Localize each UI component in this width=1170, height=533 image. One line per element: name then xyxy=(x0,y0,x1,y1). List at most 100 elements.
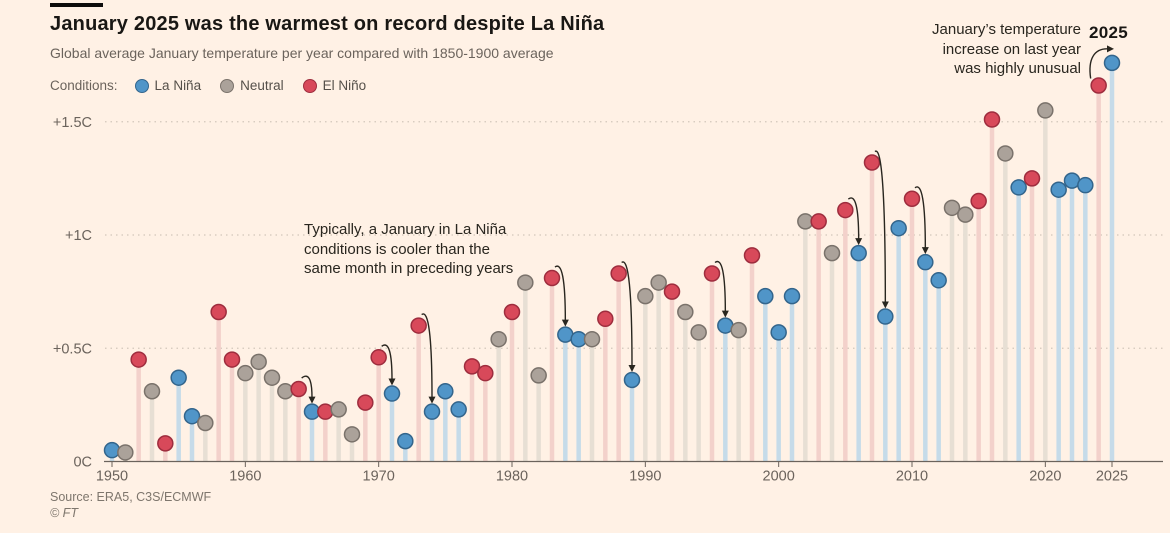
arrow-2010-2011 xyxy=(914,186,927,249)
chart-subtitle: Global average January temperature per y… xyxy=(50,45,554,61)
arrow-2005-2006 xyxy=(847,197,860,240)
annotation-line: conditions is cooler than the xyxy=(304,240,490,258)
dot-2004 xyxy=(823,244,841,262)
y-tick-label: +0.5C xyxy=(53,341,92,357)
dot-1999 xyxy=(757,287,774,305)
legend-item-el-nino: El Niño xyxy=(302,78,367,93)
x-tick-label-2010: 2010 xyxy=(896,469,928,485)
annotation-line: was highly unusual xyxy=(954,60,1081,77)
annotation-line: January’s temperature xyxy=(932,21,1081,38)
arrow-1970-1971 xyxy=(381,344,393,380)
annotation-2025-unusual: January’s temperature increase on last y… xyxy=(869,20,1081,79)
dot-1989 xyxy=(623,371,641,389)
dot-1963 xyxy=(277,383,294,400)
x-tick-label-2020: 2020 xyxy=(1029,469,1061,485)
legend: Conditions: La Niña Neutral El Niño xyxy=(50,78,366,93)
dot-2020 xyxy=(1037,102,1054,119)
dot-1986 xyxy=(583,330,601,348)
dot-1993 xyxy=(677,303,694,321)
arrow-1973-1974 xyxy=(421,313,433,398)
dot-2013 xyxy=(943,199,961,217)
arrow-1988-1989 xyxy=(621,261,633,366)
annotation-la-nina-explainer: Typically, a January in La Niña conditio… xyxy=(304,220,513,279)
dot-1953 xyxy=(143,383,161,400)
dot-2009 xyxy=(890,219,907,237)
ft-credit: © FT xyxy=(50,506,78,520)
annotation-line: same month in preceding years xyxy=(304,260,514,277)
legend-item-neutral: Neutral xyxy=(220,78,284,93)
dot-1982 xyxy=(530,367,547,384)
annotation-line: increase on last year xyxy=(942,40,1081,58)
chart-title: January 2025 was the warmest on record d… xyxy=(50,13,605,35)
lollipop-sticks xyxy=(109,62,1115,461)
arrowhead-icon xyxy=(855,238,863,246)
dot-2017 xyxy=(997,145,1014,162)
dot-2001 xyxy=(783,287,801,305)
x-tick-label-1980: 1980 xyxy=(496,469,528,485)
legend-item-label: La Niña xyxy=(154,78,202,93)
dot-1991 xyxy=(650,274,667,291)
dot-1958 xyxy=(210,303,227,321)
dot-1978 xyxy=(477,364,494,382)
legend-item-label: El Niño xyxy=(322,78,367,93)
ft-top-rule xyxy=(50,3,103,7)
annotation-line: Typically, a January in La Niña xyxy=(304,221,507,238)
dot-1983 xyxy=(543,269,561,287)
arrow-2024-2025 xyxy=(1089,48,1108,79)
dot-1951 xyxy=(117,444,134,461)
arrowhead-icon xyxy=(1107,45,1114,53)
dot-1974 xyxy=(423,403,441,420)
dot-1975 xyxy=(437,383,454,400)
x-tick-label-2000: 2000 xyxy=(763,469,795,485)
dot-1964 xyxy=(290,380,307,398)
arrowhead-icon xyxy=(721,310,729,318)
x-tick-label-2025: 2025 xyxy=(1096,469,1128,485)
dot-1955 xyxy=(170,369,187,386)
dot-1972 xyxy=(397,432,414,450)
x-tick-label-1970: 1970 xyxy=(363,469,395,485)
x-axis: 1950 1960 1970 1980 1990 2000 2010 2020 2025 xyxy=(96,460,1163,485)
dot-2007 xyxy=(863,154,881,171)
arrowhead-icon xyxy=(388,378,396,386)
arrowhead-icon xyxy=(628,364,636,372)
source-line: Source: ERA5, C3S/ECMWF xyxy=(50,490,212,504)
data-dots xyxy=(103,54,1121,461)
arrowhead-icon xyxy=(881,301,889,309)
dot-1970 xyxy=(370,349,387,366)
arrowhead-icon xyxy=(428,396,436,404)
dot-2003 xyxy=(810,213,827,230)
neutral-dot-icon xyxy=(220,78,235,93)
dot-1962 xyxy=(263,369,281,386)
dot-2011 xyxy=(917,253,934,271)
dot-1968 xyxy=(343,426,361,443)
x-tick-label-1950: 1950 xyxy=(96,469,128,485)
gridlines: 0C +0.5C +1C +1.5C xyxy=(53,115,1163,471)
dot-1960 xyxy=(237,364,254,382)
dot-2010 xyxy=(903,190,921,208)
dot-2006 xyxy=(850,244,867,262)
dot-1959 xyxy=(223,351,241,368)
dot-1981 xyxy=(517,274,534,291)
x-tick-label-1990: 1990 xyxy=(629,469,661,485)
dot-1969 xyxy=(357,394,374,411)
dot-1979 xyxy=(490,330,507,348)
arrowhead-icon xyxy=(308,396,316,404)
dot-1971 xyxy=(383,385,401,402)
dot-1987 xyxy=(597,310,614,328)
legend-item-label: Neutral xyxy=(240,78,284,93)
dot-1980 xyxy=(503,303,521,321)
dot-1977 xyxy=(463,358,481,375)
dot-2019 xyxy=(1023,170,1041,187)
arrowhead-icon xyxy=(561,319,569,327)
arrow-2007-2008 xyxy=(874,150,887,303)
dot-1967 xyxy=(330,401,347,418)
dot-1956 xyxy=(183,407,201,425)
dot-2005 xyxy=(837,201,854,219)
dot-2024 xyxy=(1090,77,1107,94)
dot-1976 xyxy=(450,401,467,418)
dot-1973 xyxy=(410,317,427,334)
dot-2025 xyxy=(1103,54,1121,72)
dot-1990 xyxy=(637,287,654,305)
